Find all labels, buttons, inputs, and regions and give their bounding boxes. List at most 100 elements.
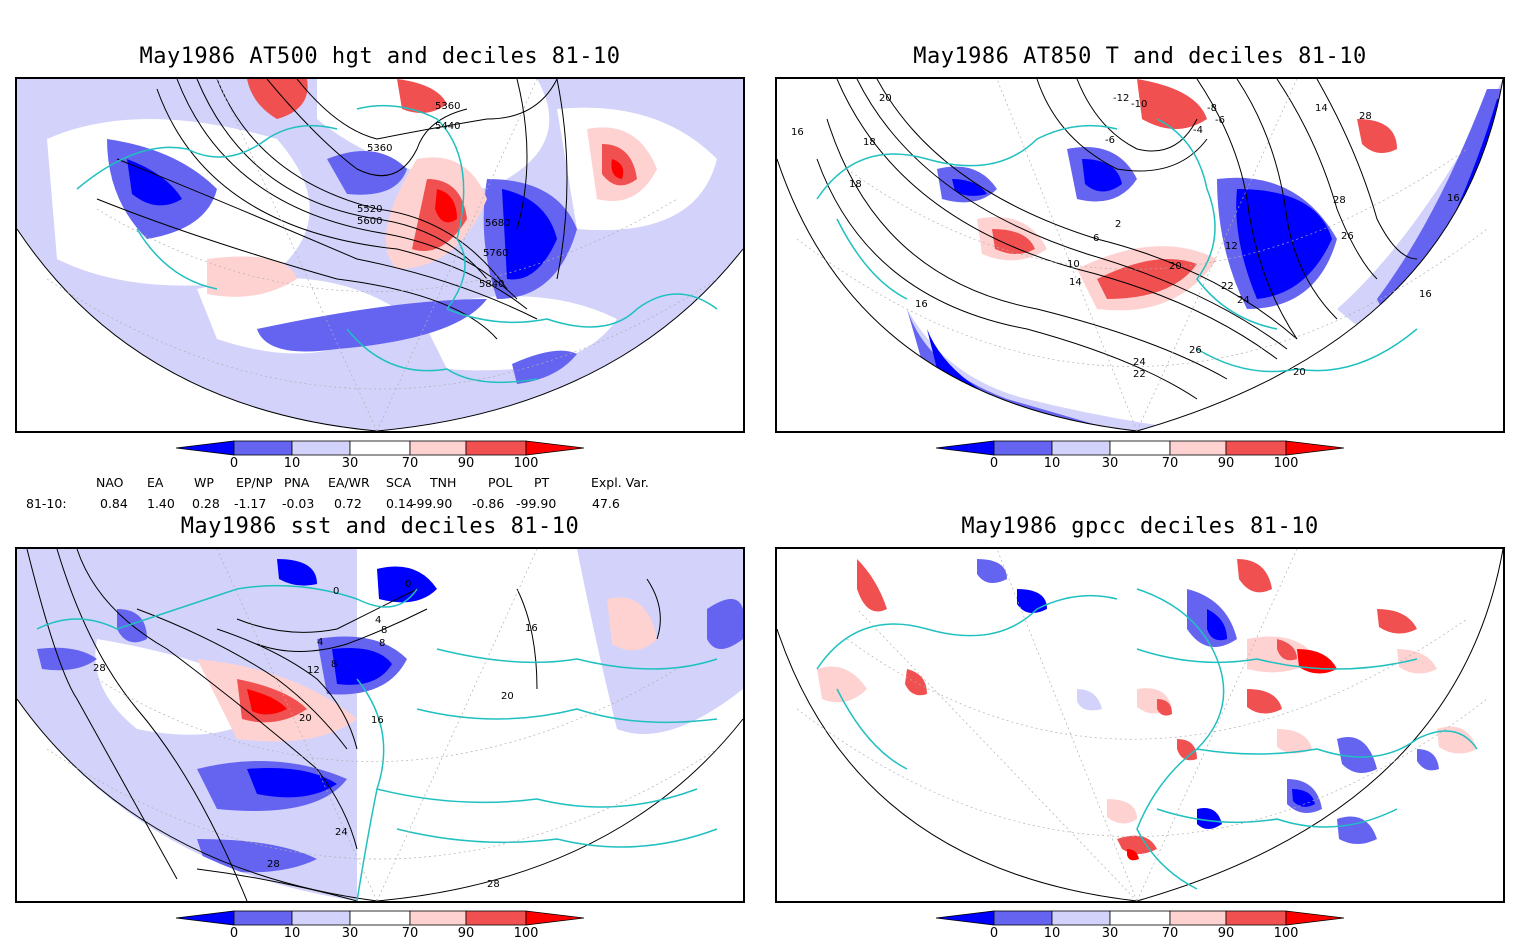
- map-gpcc: [775, 547, 1505, 903]
- index-header: PNA: [284, 475, 310, 490]
- contour-label: 16: [525, 623, 538, 634]
- colorbar-tick-70: 70: [401, 926, 419, 941]
- colorbar-tick-100: 100: [513, 926, 539, 941]
- contour-label: 24: [1237, 295, 1250, 306]
- contour-label: 8: [381, 625, 387, 636]
- contour-label: 5440: [435, 121, 460, 132]
- contour-label: 5360: [367, 143, 392, 154]
- contour-label: 5600: [357, 216, 382, 227]
- map-hgt500: 5360 5440 5360 5520 5600 5680 5760 5840: [15, 77, 745, 433]
- colorbar-sst: 0 10 30 70 90 100: [174, 910, 586, 944]
- index-header: NAO: [96, 475, 124, 490]
- colorbar-tick-70: 70: [1161, 926, 1179, 941]
- colorbar-swatch: [409, 440, 467, 456]
- index-value-ea: 1.40: [147, 496, 175, 511]
- colorbar-arrow-high: [525, 910, 585, 926]
- contour-label: 8: [379, 638, 385, 649]
- colorbar-swatch: [465, 440, 527, 456]
- contour-label: 16: [915, 299, 928, 310]
- colorbar-tick-90: 90: [457, 926, 475, 941]
- map-gpcc-canvas: [777, 549, 1503, 901]
- panel-title-hgt500: May1986 AT500 hgt and deciles 81-10: [139, 44, 621, 69]
- colorbar-swatch: [1225, 440, 1287, 456]
- colorbar-tick-90: 90: [1217, 456, 1235, 471]
- map-hgt500-canvas: 5360 5440 5360 5520 5600 5680 5760 5840: [17, 79, 743, 431]
- colorbar-arrow-high: [1285, 910, 1345, 926]
- index-value-nao: 0.84: [100, 496, 128, 511]
- contour-label: -10: [1131, 99, 1147, 110]
- colorbar-swatch: [1051, 440, 1111, 456]
- index-header: EP/NP: [236, 475, 273, 490]
- colorbar-tick-90: 90: [1217, 926, 1235, 941]
- map-t850: 20 16 18 18 -12 -10 -8 -6 -4 14 28 -6 2 …: [775, 77, 1505, 433]
- colorbar-t850: 0 10 30 70 90 100: [934, 440, 1346, 474]
- colorbar-swatch: [233, 440, 293, 456]
- contour-label: 12: [1225, 241, 1238, 252]
- colorbar-swatches: [935, 910, 1345, 926]
- contour-label: 14: [1069, 277, 1082, 288]
- contour-label: 24: [335, 827, 348, 838]
- contour-label: 5840: [479, 279, 504, 290]
- index-header: POL: [488, 475, 513, 490]
- index-value-wp: 0.28: [192, 496, 220, 511]
- colorbar-swatch: [1169, 440, 1227, 456]
- index-header: WP: [194, 475, 214, 490]
- contour-label: 28: [487, 879, 500, 890]
- index-value-epnp: -1.17: [234, 496, 267, 511]
- colorbar-swatch: [465, 910, 527, 926]
- map-sst: 0 0 28 4 8 8 4 12 8 20 16 20 24 28 16 28: [15, 547, 745, 903]
- colorbar-swatches: [175, 910, 585, 926]
- sst-contour-labels: 0 0 28 4 8 8 4 12 8 20 16 20 24 28 16 28: [93, 579, 538, 890]
- contour-label: 12: [307, 665, 320, 676]
- colorbar-tick-100: 100: [1273, 926, 1299, 941]
- colorbar-tick-0: 0: [989, 926, 999, 941]
- contour-label: -8: [1207, 103, 1217, 114]
- colorbar-swatch: [1109, 440, 1171, 456]
- contour-label: 2: [1115, 219, 1121, 230]
- contour-label: -4: [1193, 125, 1203, 136]
- colorbar-arrow-low: [935, 440, 995, 456]
- index-header: SCA: [386, 475, 412, 490]
- colorbar-swatch: [993, 440, 1053, 456]
- colorbar-arrow-high: [525, 440, 585, 456]
- contour-label: 28: [93, 663, 106, 674]
- colorbar-swatch: [1225, 910, 1287, 926]
- index-value-pol: -0.86: [472, 496, 505, 511]
- index-value-pt: -99.90: [516, 496, 557, 511]
- colorbar-tick-10: 10: [1043, 926, 1061, 941]
- colorbar-tick-90: 90: [457, 456, 475, 471]
- map-t850-canvas: 20 16 18 18 -12 -10 -8 -6 -4 14 28 -6 2 …: [777, 79, 1503, 431]
- colorbar-tick-30: 30: [341, 926, 359, 941]
- contour-label: 16: [1447, 193, 1460, 204]
- colorbar-swatch: [1051, 910, 1111, 926]
- colorbar-arrow-low: [175, 440, 235, 456]
- colorbar-swatch: [409, 910, 467, 926]
- contour-label: 20: [879, 93, 892, 104]
- contour-label: 22: [1221, 281, 1234, 292]
- colorbar-swatch: [291, 910, 351, 926]
- colorbar-swatches: [935, 440, 1345, 456]
- contour-label: 18: [849, 179, 862, 190]
- colorbar-tick-10: 10: [1043, 456, 1061, 471]
- index-value-pna: -0.03: [282, 496, 315, 511]
- index-header: PT: [534, 475, 550, 490]
- t850-contour-labels: 20 16 18 18 -12 -10 -8 -6 -4 14 28 -6 2 …: [791, 93, 1460, 380]
- index-value-expl-var: 47.6: [592, 496, 620, 511]
- colorbar-swatch: [233, 910, 293, 926]
- contour-label: 28: [267, 859, 280, 870]
- contour-label: 24: [1133, 357, 1146, 368]
- index-header: EA/WR: [328, 475, 370, 490]
- colorbar-tick-10: 10: [283, 926, 301, 941]
- colorbar-swatch: [349, 440, 411, 456]
- colorbar-tick-70: 70: [1161, 456, 1179, 471]
- contour-label: -12: [1113, 93, 1129, 104]
- colorbar-tick-30: 30: [1101, 456, 1119, 471]
- contour-label: 28: [1333, 195, 1346, 206]
- colorbar-tick-70: 70: [401, 456, 419, 471]
- colorbar-tick-0: 0: [989, 456, 999, 471]
- contour-label: 18: [863, 137, 876, 148]
- hgt500-contour-labels: 5360 5440 5360 5520 5600 5680 5760 5840: [357, 101, 510, 290]
- contour-label: 16: [791, 127, 804, 138]
- contour-label: 4: [375, 615, 381, 626]
- contour-label: 0: [405, 579, 411, 590]
